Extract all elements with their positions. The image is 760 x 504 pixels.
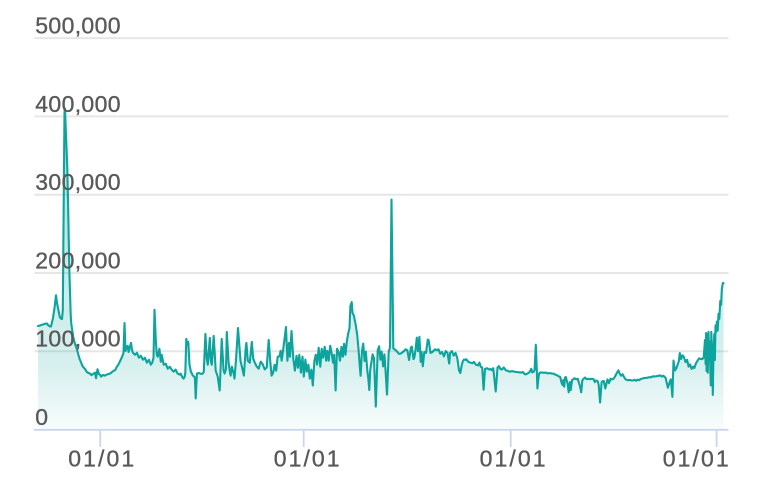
svg-text:0: 0	[35, 404, 48, 430]
svg-text:300,000: 300,000	[35, 169, 120, 195]
svg-text:01/01: 01/01	[68, 446, 134, 472]
svg-text:200,000: 200,000	[35, 247, 120, 273]
svg-text:100,000: 100,000	[35, 326, 120, 352]
svg-text:01/01: 01/01	[480, 446, 546, 472]
svg-text:01/01: 01/01	[274, 446, 340, 472]
svg-text:500,000: 500,000	[35, 13, 120, 39]
svg-text:400,000: 400,000	[35, 91, 120, 117]
svg-text:01/01: 01/01	[663, 446, 729, 472]
